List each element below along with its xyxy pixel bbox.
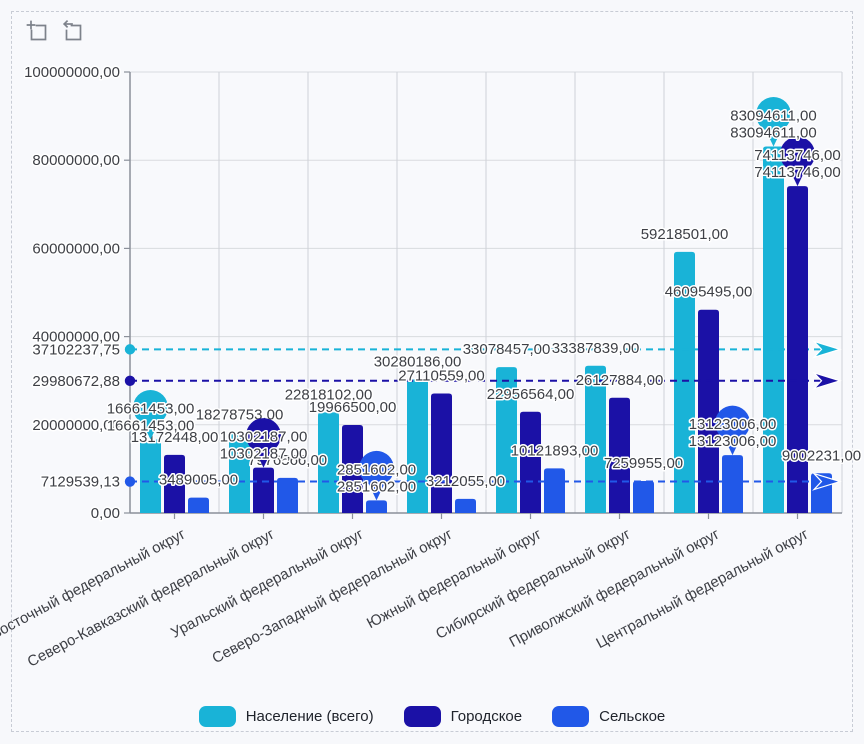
legend-item-rural[interactable]: Сельское [552,706,665,727]
y-axis-label: 100000000,00 [24,64,120,81]
min-max-pin-tail [764,126,783,147]
value-label: 83094611,00 [730,125,816,142]
min-max-pin [780,136,815,172]
legend-item-urban[interactable]: Городское [403,706,523,727]
chart-toolbar [25,19,86,45]
bar-urban-6[interactable] [698,309,719,513]
bar-total-2[interactable] [318,412,339,513]
bar-total-5[interactable] [585,365,606,513]
value-label: 33078457,00 [463,341,551,358]
min-max-pin [756,97,791,133]
min-max-pin [133,390,168,426]
value-label: 59218501,00 [641,226,729,243]
value-label: 16661453,00 [107,418,195,435]
value-label: 74113746,00 [754,164,840,181]
bar-urban-5[interactable] [609,397,630,513]
value-label: 2851602,00 [337,478,416,495]
value-label: 13123006,00 [689,433,777,450]
min-max-pin [359,450,394,486]
value-label: 30280186,00 [374,353,462,370]
legend-swatch [403,706,441,727]
pin-value-label: 13123006,00 [689,416,777,433]
bar-total-0[interactable] [140,439,161,513]
y-axis-label: 20000000,00 [32,417,120,434]
y-axis-label: 40000000,00 [32,329,120,346]
bar-rural-6[interactable] [722,455,743,513]
min-max-pin-tail [141,419,160,440]
legend-label: Городское [450,708,523,725]
min-max-pin [715,405,750,441]
bar-total-7[interactable] [763,146,784,513]
value-label: 7259955,00 [604,455,683,472]
bar-rural-5[interactable] [633,480,654,513]
min-max-pin-tail [788,166,807,187]
average-line-dot [124,344,136,355]
bar-rural-2[interactable] [366,500,387,513]
pin-value-label: 74113746,00 [754,147,840,164]
legend-label: Сельское [599,708,666,725]
bar-rural-0[interactable] [188,497,209,513]
min-max-pin-tail [254,447,273,468]
value-label: 3489005,00 [159,472,238,489]
value-label: 10302187,00 [220,446,308,463]
average-value-label: 37102237,75 [32,341,120,358]
bar-total-6[interactable] [674,251,695,513]
value-label: 27110559,00 [398,367,484,384]
average-line-dot [124,476,136,487]
value-label: 9002231,00 [782,447,861,464]
box-zoom-icon [26,20,50,44]
average-value-label: 29980672,88 [32,373,120,390]
bar-urban-7[interactable] [787,186,808,513]
bar-rural-4[interactable] [544,468,565,513]
bar-urban-1[interactable] [253,467,274,513]
value-label: 46095495,00 [665,284,753,301]
pin-value-label: 2851602,00 [337,461,416,478]
bar-total-4[interactable] [496,367,517,513]
value-label: 3212055,00 [426,473,505,490]
pin-value-label: 10302187,00 [220,429,308,446]
bar-total-3[interactable] [407,379,428,513]
min-max-pin-tail [367,480,386,501]
bar-urban-3[interactable] [431,393,452,513]
bar-rural-3[interactable] [455,498,476,513]
bar-urban-2[interactable] [342,424,363,513]
min-max-pin [246,418,281,454]
undo-zoom-button[interactable] [60,19,86,45]
bar-urban-4[interactable] [520,411,541,513]
legend-swatch [198,706,236,727]
legend-label: Население (всего) [245,708,374,725]
chart-legend: Население (всего) Городское Сельское [0,706,864,727]
bar-urban-0[interactable] [164,454,185,513]
value-label: 22818102,00 [285,386,373,403]
value-label: 22956564,00 [487,386,575,403]
bar-total-1[interactable] [229,432,250,513]
legend-item-total[interactable]: Население (всего) [198,706,374,727]
value-label: 26127884,00 [576,372,664,389]
legend-swatch [552,706,590,727]
min-max-pin-tail [723,435,742,456]
value-label: 19966500,00 [309,399,397,416]
average-line-arrow [812,472,843,491]
average-value-label: 7129539,13 [41,474,120,491]
undo-zoom-icon [61,20,85,44]
box-zoom-button[interactable] [25,19,51,45]
y-axis-label: 80000000,00 [32,152,120,169]
y-axis-label: 60000000,00 [32,240,120,257]
average-line-arrow [812,340,843,359]
bar-rural-1[interactable] [277,477,298,513]
average-line-dot [124,375,136,386]
value-label: 33387839,00 [552,340,640,357]
average-line-arrow [812,371,843,391]
value-label: 10121893,00 [511,442,599,459]
pin-value-label: 83094611,00 [730,108,816,125]
y-axis-label: 0,00 [91,505,120,522]
pin-value-label: 16661453,00 [107,401,195,418]
